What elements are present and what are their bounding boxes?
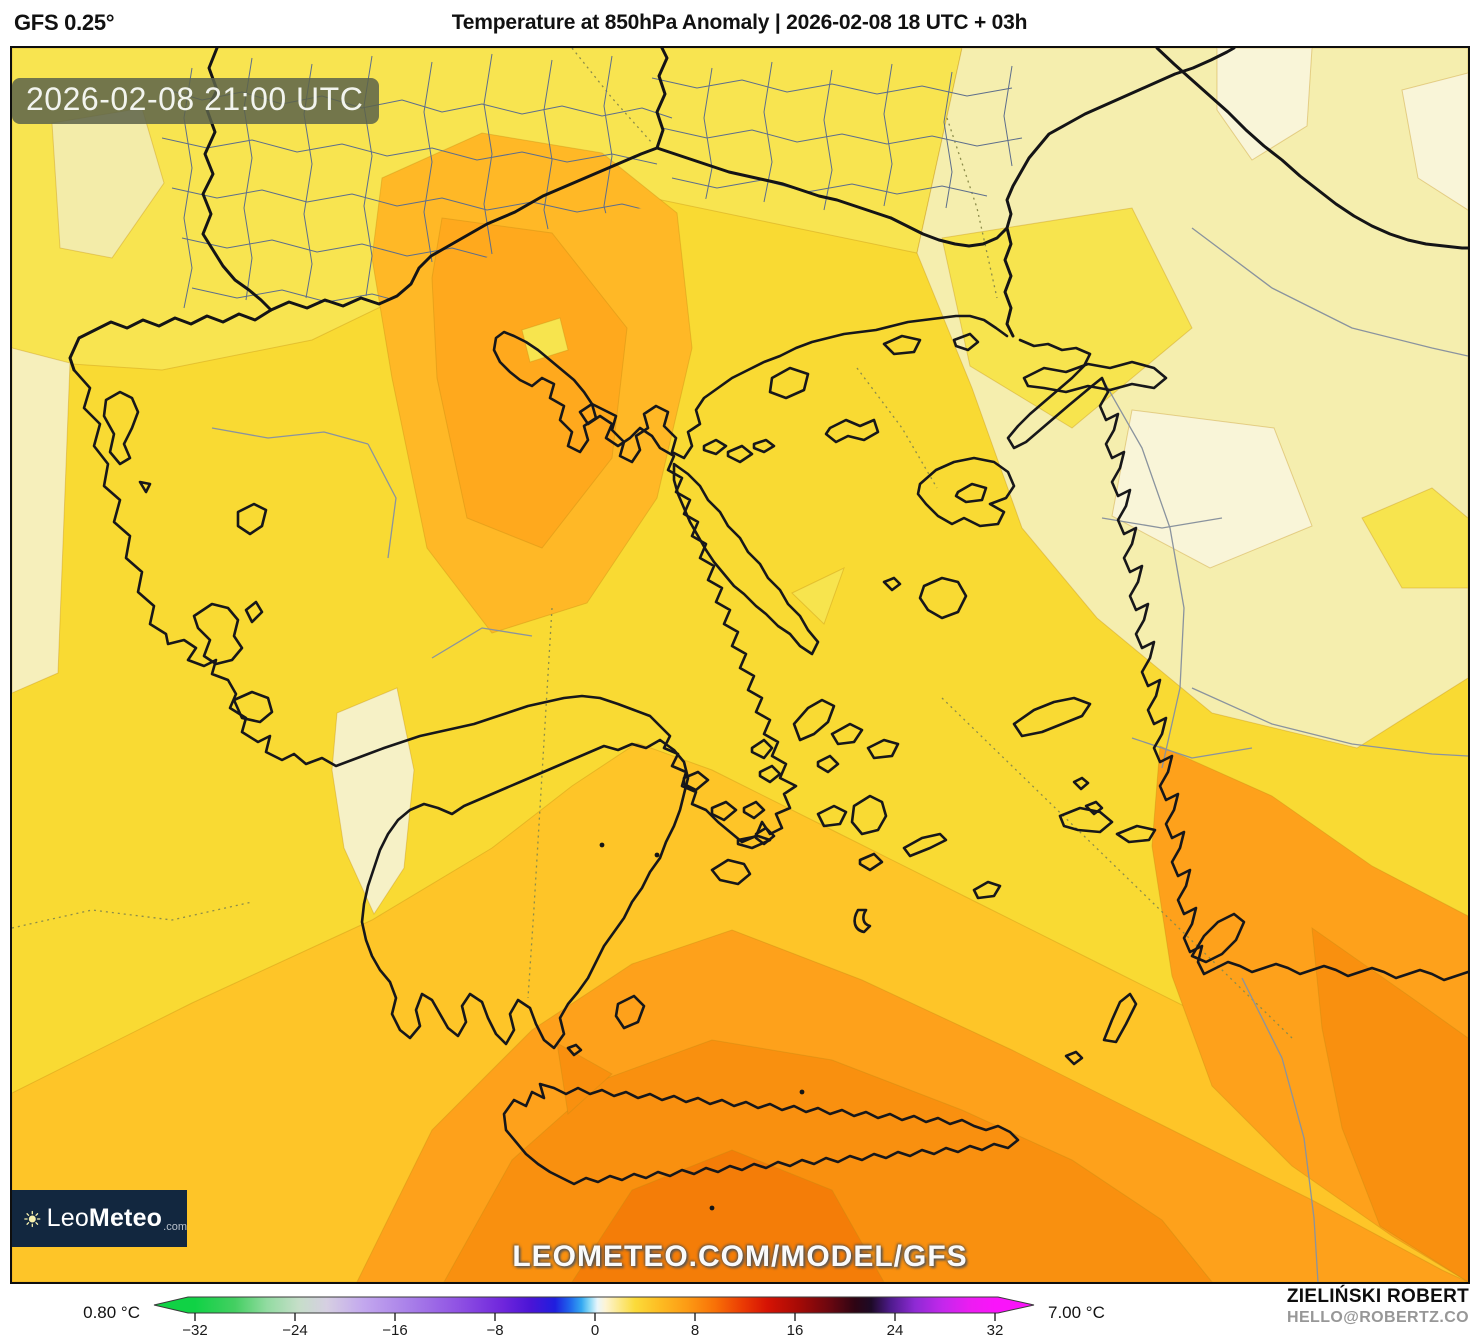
band-deepest-orange (571, 1149, 885, 1282)
band-north-orange-core (431, 217, 628, 549)
map-title: Temperature at 850hPa Anomaly | 2026-02-… (451, 11, 1028, 34)
coastline-greece (72, 314, 1020, 1186)
tick-label: −8 (486, 1322, 503, 1338)
color-scale-bar (153, 1296, 1035, 1314)
color-scale: −32 −24 −16 −8 0 8 16 24 32 (153, 1296, 1035, 1338)
band-accent-yellow (791, 567, 845, 625)
scale-ticks (194, 1313, 996, 1321)
temperature-anomaly-map (12, 48, 1468, 1282)
admin-borders (211, 227, 1468, 1282)
tick-label: 24 (887, 1322, 904, 1338)
header-bar: GFS 0.25° Temperature at 850hPa Anomaly … (0, 0, 1479, 46)
tick-label: −24 (282, 1322, 307, 1338)
country-borders (68, 48, 1468, 372)
band-west-pale (12, 347, 71, 694)
model-label: GFS 0.25° (14, 10, 115, 35)
footer-bar: 0.80 °C −32 −24 −16 −8 0 8 16 24 (0, 1284, 1479, 1338)
tick-label: 8 (691, 1322, 699, 1338)
watermark-url: LEOMETEO.COM/MODEL/GFS (512, 1240, 968, 1273)
band-se-deep-orange (1311, 926, 1468, 1282)
tick-label: 0 (591, 1322, 599, 1338)
author-email: HELLO@ROBERTZ.CO (1287, 1309, 1469, 1326)
band-anatolia-cream (1216, 48, 1313, 161)
tick-label: 16 (787, 1322, 804, 1338)
dashed-contours (12, 48, 1293, 1039)
map-canvas: 2026-02-08 21:00 UTC LeoMeteo .com LEOME… (10, 46, 1470, 1284)
logo-tld: .com (163, 1221, 187, 1233)
band-yellow-wedge (1361, 487, 1468, 589)
scale-min-label: 0.80 °C (83, 1303, 140, 1322)
band-accent-yellow (521, 317, 569, 363)
scale-tick-labels: −32 −24 −16 −8 0 8 16 24 32 (182, 1322, 1003, 1338)
tick-label: 32 (987, 1322, 1004, 1338)
scale-max-label: 7.00 °C (1048, 1303, 1105, 1322)
coastline-turkey (1006, 338, 1468, 982)
tick-label: −32 (182, 1322, 207, 1338)
tick-label: −16 (382, 1322, 407, 1338)
sun-icon (24, 1210, 41, 1227)
band-yellow-wedge (941, 207, 1193, 429)
author-name: ZIELIŃSKI ROBERT (1286, 1286, 1469, 1307)
logo-wordmark: LeoMeteo (46, 1204, 163, 1232)
leometeo-logo: LeoMeteo .com (12, 1190, 187, 1247)
timestamp-overlay: 2026-02-08 21:00 UTC (12, 78, 380, 124)
coastline-islands (102, 332, 1246, 1211)
band-anatolia-cream (1401, 72, 1468, 211)
